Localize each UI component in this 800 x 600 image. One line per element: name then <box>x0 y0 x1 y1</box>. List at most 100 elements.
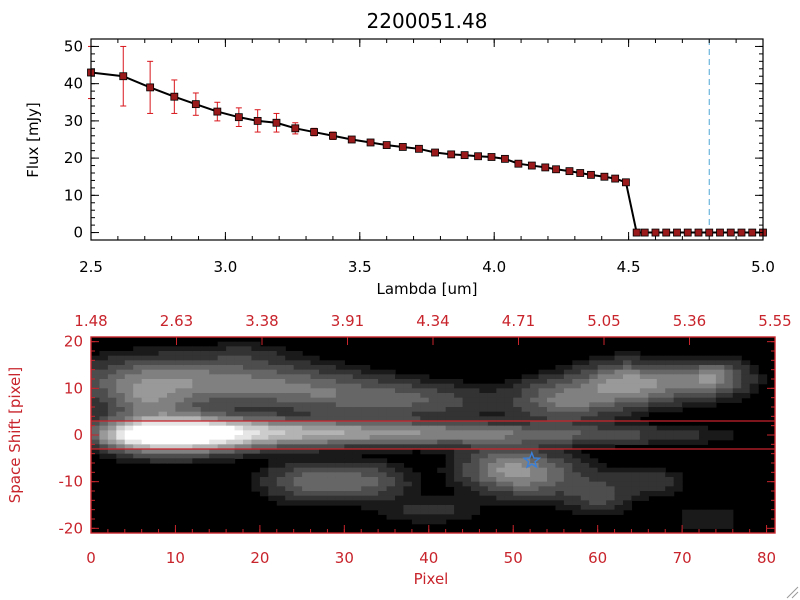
image-pixel <box>234 411 244 417</box>
image-pixel <box>403 421 413 427</box>
image-pixel <box>597 402 607 408</box>
image-pixel <box>538 481 548 487</box>
image-pixel <box>167 444 177 450</box>
image-pixel <box>580 383 590 389</box>
image-pixel <box>496 449 506 455</box>
image-pixel <box>285 383 295 389</box>
image-pixel <box>530 430 540 436</box>
image-pixel <box>631 407 641 413</box>
image-pixel <box>572 444 582 450</box>
image-pixel <box>690 379 700 385</box>
image-pixel <box>563 491 573 497</box>
image-pixel <box>403 397 413 403</box>
image-pixel <box>259 472 269 478</box>
image-pixel <box>572 416 582 422</box>
image-pixel <box>631 416 641 422</box>
image-pixel <box>378 509 388 515</box>
image-pixel <box>141 374 151 380</box>
image-pixel <box>530 458 540 464</box>
image-pixel <box>639 472 649 478</box>
image-pixel <box>133 360 143 366</box>
image-pixel <box>124 379 134 385</box>
image-pixel <box>589 495 599 501</box>
image-pixel <box>403 449 413 455</box>
image-pixel <box>361 430 371 436</box>
data-point <box>527 161 536 170</box>
image-pixel <box>310 393 320 399</box>
image-pixel <box>411 421 421 427</box>
image-pixel <box>555 444 565 450</box>
image-pixel <box>555 500 565 506</box>
image-pixel <box>361 472 371 478</box>
image-pixel <box>99 421 109 427</box>
image-pixel <box>344 407 354 413</box>
image-pixel <box>319 430 329 436</box>
image-pixel <box>496 463 506 469</box>
data-point <box>501 154 509 163</box>
image-pixel <box>276 421 286 427</box>
image-pixel <box>403 402 413 408</box>
image-pixel <box>192 388 202 394</box>
image-pixel <box>395 500 405 506</box>
image-pixel <box>378 491 388 497</box>
image-pixel <box>200 407 210 413</box>
image-pixel <box>563 425 573 431</box>
image-pixel <box>665 472 675 478</box>
image-pixel <box>302 425 312 431</box>
image-pixel <box>496 402 506 408</box>
image-pixel <box>580 397 590 403</box>
image-pixel <box>724 509 734 515</box>
image-pixel <box>699 439 709 445</box>
image-pixel <box>623 402 633 408</box>
image-pixel <box>335 463 345 469</box>
image-pixel <box>420 425 430 431</box>
image-pixel <box>200 351 210 357</box>
image-pixel <box>259 467 269 473</box>
image-pixel <box>167 351 177 357</box>
image-pixel <box>158 379 168 385</box>
image-pixel <box>158 355 168 361</box>
image-pixel <box>319 439 329 445</box>
image-pixel <box>91 379 101 385</box>
image-pixel <box>639 486 649 492</box>
image-pixel <box>302 430 312 436</box>
image-pixel <box>386 505 396 511</box>
image-pixel <box>724 365 734 371</box>
image-pixel <box>192 397 202 403</box>
image-pixel <box>243 449 253 455</box>
image-pixel <box>395 388 405 394</box>
image-pixel <box>479 411 489 417</box>
image-pixel <box>310 383 320 389</box>
image-pixel <box>521 486 531 492</box>
image-pixel <box>471 439 481 445</box>
image-pixel <box>597 388 607 394</box>
image-pixel <box>395 505 405 511</box>
image-pixel <box>91 360 101 366</box>
image-pixel <box>352 379 362 385</box>
image-pixel <box>327 393 337 399</box>
image-pixel <box>335 500 345 506</box>
image-pixel <box>656 393 666 399</box>
image-pixel <box>538 467 548 473</box>
image-pixel <box>597 365 607 371</box>
image-pixel <box>319 453 329 459</box>
image-pixel <box>175 453 185 459</box>
image-pixel <box>226 369 236 375</box>
image-pixel <box>192 355 202 361</box>
image-pixel <box>547 500 557 506</box>
image-pixel <box>547 388 557 394</box>
image-pixel <box>319 477 329 483</box>
image-pixel <box>226 435 236 441</box>
image-pixel <box>107 444 117 450</box>
image-pixel <box>597 355 607 361</box>
image-pixel <box>158 435 168 441</box>
image-pixel <box>344 430 354 436</box>
image-pixel <box>665 491 675 497</box>
image-pixel <box>462 407 472 413</box>
image-pixel <box>530 481 540 487</box>
image-pixel <box>259 388 269 394</box>
image-pixel <box>741 388 751 394</box>
image-pixel <box>504 379 514 385</box>
image-pixel <box>209 365 219 371</box>
image-pixel <box>580 411 590 417</box>
